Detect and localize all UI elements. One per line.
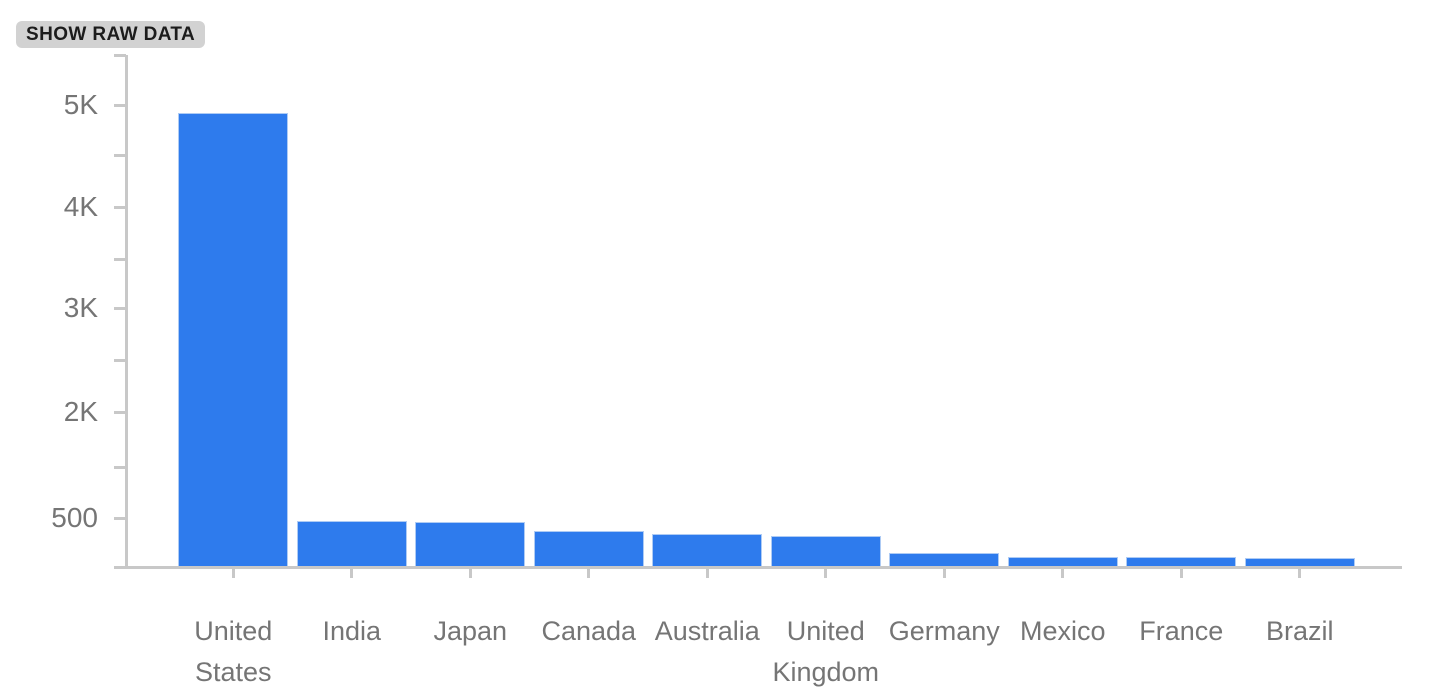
y-axis-major-tick bbox=[114, 104, 126, 107]
bar-chart-plot-area: 5K 4K 3K 2K 500 United States India Japan Canad… bbox=[0, 54, 1442, 687]
y-axis-minor-tick bbox=[114, 54, 126, 57]
y-axis-tick-label: 3K bbox=[63, 292, 98, 323]
x-axis-category-label: Japan bbox=[433, 616, 508, 646]
show-raw-data-button[interactable]: SHOW RAW DATA bbox=[16, 21, 206, 48]
x-axis-tick bbox=[1179, 568, 1183, 578]
y-axis-major-tick bbox=[114, 206, 126, 209]
x-axis-tick bbox=[231, 568, 235, 578]
bar-australia[interactable] bbox=[652, 534, 762, 566]
x-axis-tick bbox=[824, 568, 828, 578]
bar-slot bbox=[1241, 55, 1359, 567]
y-axis-major-tick bbox=[114, 411, 126, 414]
x-axis-tick bbox=[942, 568, 946, 578]
y-axis-tick-label: 5K bbox=[63, 89, 98, 120]
bar-mexico[interactable] bbox=[1007, 557, 1118, 566]
y-axis-minor-tick bbox=[114, 359, 126, 362]
bar-canada[interactable] bbox=[533, 531, 644, 566]
bar-slot bbox=[411, 55, 529, 567]
x-axis-category-label: France bbox=[1139, 616, 1224, 646]
y-axis-tick-label: 500 bbox=[51, 502, 98, 533]
x-axis-tick bbox=[468, 568, 472, 578]
bar-slot bbox=[293, 55, 411, 567]
x-axis-category-label: India bbox=[322, 616, 382, 646]
x-axis-category-label: United States bbox=[194, 616, 273, 687]
y-axis-tick-label: 4K bbox=[63, 191, 98, 222]
y-axis-minor-tick bbox=[114, 154, 126, 157]
bar-slot bbox=[530, 55, 648, 567]
x-axis-tick bbox=[705, 568, 709, 578]
bar-slot bbox=[174, 55, 292, 567]
x-axis-tick bbox=[587, 568, 591, 578]
bar-germany[interactable] bbox=[889, 553, 999, 566]
y-axis-major-tick bbox=[114, 307, 126, 310]
bar-slot bbox=[885, 55, 1003, 567]
x-axis-category-label: Canada bbox=[541, 616, 637, 646]
x-axis-tick bbox=[350, 568, 354, 578]
bar-slot bbox=[1122, 55, 1240, 567]
bar-slot bbox=[648, 55, 766, 567]
x-axis-category-label: Germany bbox=[888, 616, 1000, 646]
x-axis-line bbox=[114, 566, 1402, 569]
y-axis-minor-tick bbox=[114, 466, 126, 469]
y-axis-tick-label: 2K bbox=[63, 396, 98, 427]
x-axis-category-label: Australia bbox=[654, 616, 760, 646]
x-axis-category-label: Brazil bbox=[1265, 616, 1334, 646]
y-axis-major-tick bbox=[114, 517, 126, 520]
x-axis-category-label: United Kingdom bbox=[772, 616, 880, 687]
bar-united-kingdom[interactable] bbox=[770, 535, 881, 566]
bar-brazil[interactable] bbox=[1244, 558, 1355, 566]
x-axis-category-label: Mexico bbox=[1019, 616, 1106, 646]
y-axis-minor-tick bbox=[114, 258, 126, 261]
bar-slot bbox=[767, 55, 885, 567]
bar-france[interactable] bbox=[1126, 557, 1236, 566]
x-axis-tick bbox=[1298, 568, 1302, 578]
bar-india[interactable] bbox=[296, 520, 407, 566]
y-axis-line bbox=[125, 55, 128, 568]
x-axis-tick bbox=[1061, 568, 1065, 578]
bar-united-states[interactable] bbox=[178, 113, 288, 566]
bar-slot bbox=[1004, 55, 1122, 567]
bar-japan[interactable] bbox=[415, 522, 525, 566]
